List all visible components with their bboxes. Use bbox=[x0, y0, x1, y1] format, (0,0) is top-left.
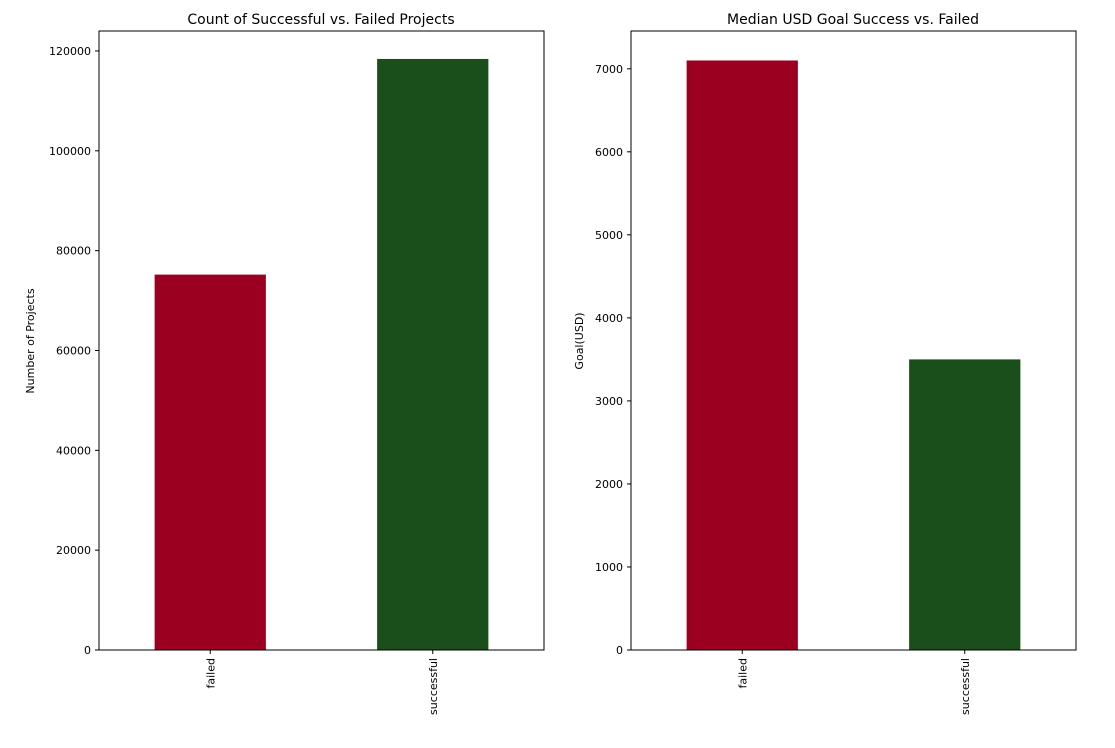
bar-successful bbox=[909, 359, 1021, 650]
y-tick-label: 60000 bbox=[56, 344, 91, 357]
y-tick-label: 80000 bbox=[56, 245, 91, 258]
plot-frame bbox=[630, 30, 1077, 651]
y-tick-label: 4000 bbox=[595, 312, 623, 325]
y-tick-label: 1000 bbox=[595, 561, 623, 574]
y-tick-label: 2000 bbox=[595, 478, 623, 491]
x-tick-label: successful bbox=[427, 658, 440, 715]
y-tick-label: 6000 bbox=[595, 146, 623, 159]
chart-title: Count of Successful vs. Failed Projects bbox=[187, 12, 454, 28]
y-tick-label: 5000 bbox=[595, 229, 623, 242]
y-tick-label: 0 bbox=[616, 644, 623, 657]
bar-failed bbox=[154, 274, 266, 650]
chart-median-goal: Median USD Goal Success vs. Failed 0 1000… bbox=[573, 12, 1077, 715]
y-tick-label: 3000 bbox=[595, 395, 623, 408]
y-tick-label: 7000 bbox=[595, 63, 623, 76]
bar-successful bbox=[377, 58, 489, 651]
y-tick-label: 40000 bbox=[56, 444, 91, 457]
y-tick-label: 0 bbox=[84, 644, 91, 657]
y-tick-label: 100000 bbox=[49, 145, 91, 158]
x-tick-label: failed bbox=[736, 658, 749, 688]
y-axis-label: Goal(USD) bbox=[573, 312, 586, 369]
y-tick-label: 20000 bbox=[56, 544, 91, 557]
chart-count-projects: Count of Successful vs. Failed Projects … bbox=[24, 12, 545, 715]
plot-frame bbox=[98, 30, 545, 651]
x-tick-label: failed bbox=[204, 658, 217, 688]
y-tick-label: 120000 bbox=[49, 45, 91, 58]
y-axis-label: Number of Projects bbox=[24, 288, 37, 393]
x-tick-label: successful bbox=[959, 658, 972, 715]
bar-failed bbox=[686, 60, 798, 650]
chart-title: Median USD Goal Success vs. Failed bbox=[727, 12, 979, 28]
